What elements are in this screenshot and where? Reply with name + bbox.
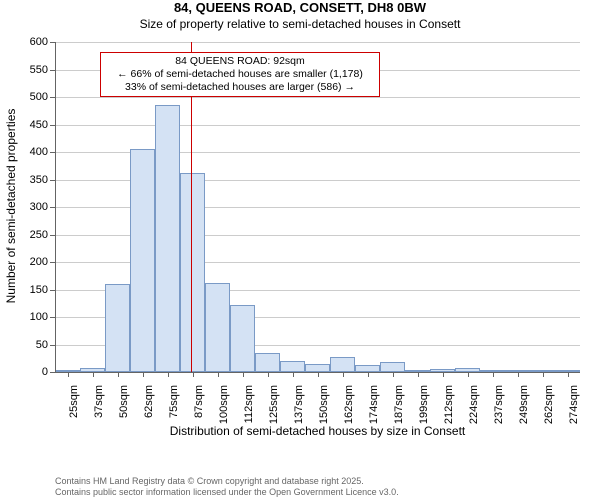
histogram-bar <box>305 364 330 372</box>
y-tick-label: 600 <box>8 36 48 48</box>
gridline <box>55 42 580 43</box>
histogram-bar <box>180 173 205 372</box>
y-axis-line <box>55 42 56 372</box>
gridline <box>55 125 580 126</box>
credits: Contains HM Land Registry data © Crown c… <box>55 476 399 497</box>
histogram-bar <box>355 365 380 372</box>
callout-smaller: ← 66% of semi-detached houses are smalle… <box>105 68 375 81</box>
histogram-bar <box>330 357 355 372</box>
histogram-bar <box>280 361 305 372</box>
chart-container: 050100150200250300350400450500550600 25s… <box>0 38 600 458</box>
histogram-bar <box>105 284 130 372</box>
callout-box: 84 QUEENS ROAD: 92sqm← 66% of semi-detac… <box>100 52 380 97</box>
histogram-bar <box>155 105 180 372</box>
callout-title: 84 QUEENS ROAD: 92sqm <box>105 55 375 68</box>
callout-larger: 33% of semi-detached houses are larger (… <box>105 81 375 94</box>
x-axis-line <box>55 372 580 373</box>
histogram-bar <box>230 305 255 372</box>
y-tick-label: 0 <box>8 366 48 378</box>
histogram-bar <box>255 353 280 372</box>
y-tick-label: 550 <box>8 64 48 76</box>
y-tick-label: 50 <box>8 339 48 351</box>
histogram-bar <box>130 149 155 372</box>
histogram-bar <box>205 283 230 372</box>
x-axis-title: Distribution of semi-detached houses by … <box>55 424 580 438</box>
y-axis-title: Number of semi-detached properties <box>4 106 18 306</box>
credits-line: Contains HM Land Registry data © Crown c… <box>55 476 399 486</box>
chart-subtitle: Size of property relative to semi-detach… <box>0 17 600 31</box>
y-tick-label: 100 <box>8 311 48 323</box>
chart-title: 84, QUEENS ROAD, CONSETT, DH8 0BW <box>0 0 600 16</box>
credits-line: Contains public sector information licen… <box>55 487 399 497</box>
y-tick-label: 500 <box>8 91 48 103</box>
histogram-bar <box>380 362 405 372</box>
